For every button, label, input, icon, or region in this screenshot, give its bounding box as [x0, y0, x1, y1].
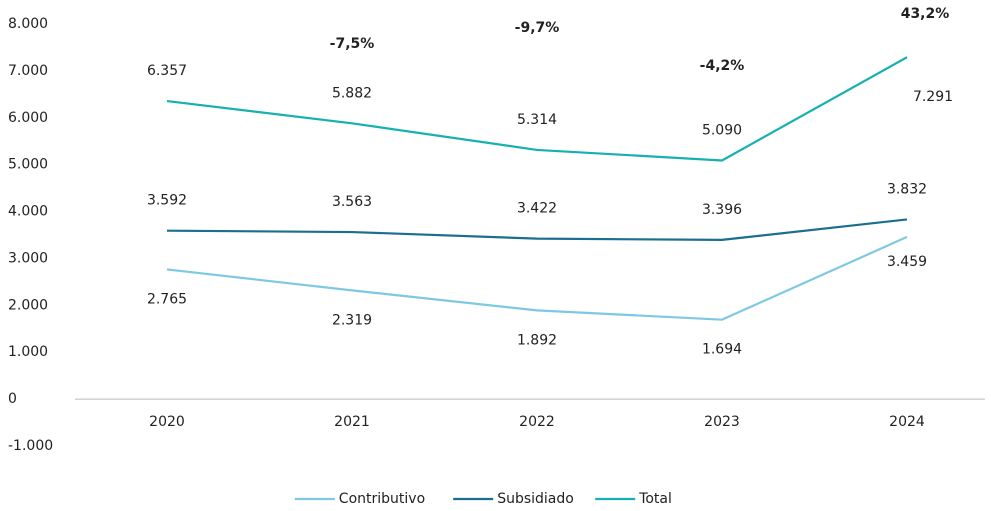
data-label: 5.090 — [702, 122, 742, 138]
x-tick-label: 2021 — [334, 414, 370, 430]
data-label: 5.314 — [517, 112, 557, 128]
data-label: 3.592 — [147, 193, 187, 209]
data-label: 3.459 — [887, 254, 927, 270]
y-tick-label: 3.000 — [8, 250, 48, 266]
data-label: 3.563 — [332, 194, 372, 210]
series-line — [166, 56, 908, 162]
x-tick-label: 2020 — [149, 414, 185, 430]
x-tick-label: 2023 — [704, 414, 740, 430]
change-label: 43,2% — [901, 6, 950, 22]
data-label: 2.765 — [147, 291, 187, 307]
y-tick-label: 8.000 — [8, 16, 48, 32]
change-label: -7,5% — [330, 36, 375, 52]
data-label: 3.832 — [887, 181, 927, 197]
change-label: -4,2% — [700, 58, 745, 74]
y-tick-label: 6.000 — [8, 110, 48, 126]
data-label: 3.396 — [702, 202, 742, 218]
legend-label: Subsidiado — [497, 491, 574, 507]
legend-label: Total — [638, 491, 672, 507]
change-label: -9,7% — [515, 20, 560, 36]
x-tick-label: 2022 — [519, 414, 555, 430]
series-line — [166, 218, 908, 241]
y-tick-label: 5.000 — [8, 157, 48, 173]
legend-label: Contributivo — [339, 491, 425, 507]
x-tick-label: 2024 — [889, 414, 925, 430]
y-tick-label: -1.000 — [8, 438, 53, 454]
y-tick-label: 1.000 — [8, 344, 48, 360]
data-label: 1.892 — [517, 332, 557, 348]
data-label: 2.319 — [332, 312, 372, 328]
y-tick-label: 0 — [8, 391, 17, 407]
y-tick-label: 7.000 — [8, 63, 48, 79]
data-label: 3.422 — [517, 201, 557, 217]
y-tick-label: 4.000 — [8, 204, 48, 220]
data-label: 7.291 — [913, 89, 953, 105]
data-label: 1.694 — [702, 342, 742, 358]
y-tick-label: 2.000 — [8, 297, 48, 313]
data-label: 6.357 — [147, 63, 187, 79]
series-line — [166, 235, 908, 321]
data-label: 5.882 — [332, 85, 372, 101]
